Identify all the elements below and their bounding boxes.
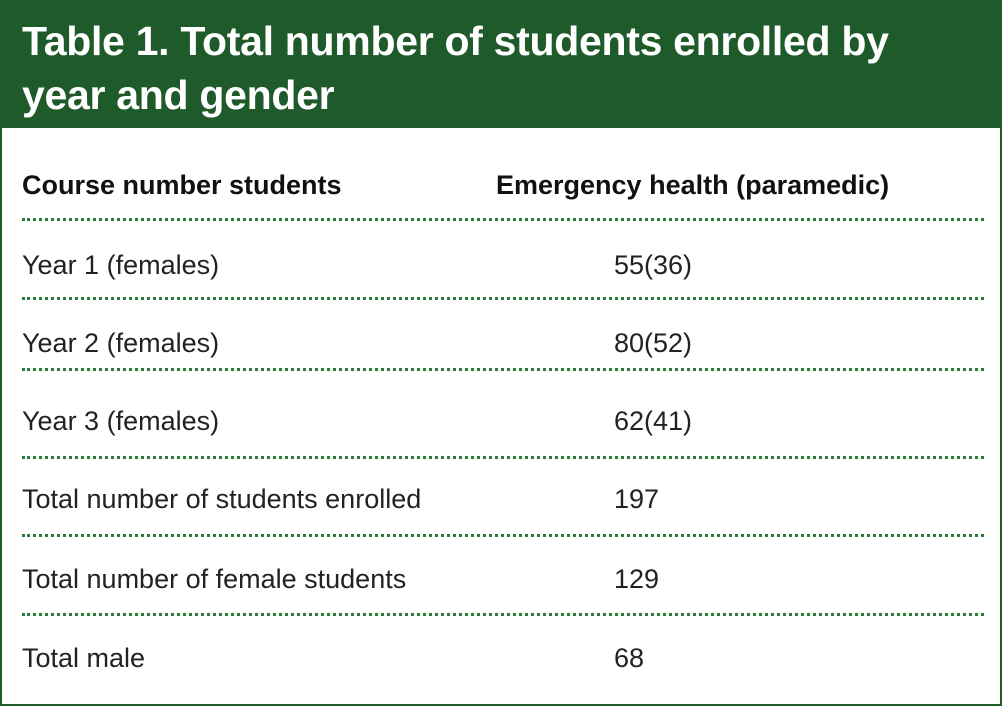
row-label: Year 1 (females) bbox=[22, 250, 220, 280]
table-row: Year 3 (females) 62(41) bbox=[2, 396, 1000, 446]
row-value: 129 bbox=[614, 564, 660, 594]
row-value: 80(52) bbox=[614, 328, 693, 358]
row-divider bbox=[22, 534, 984, 537]
row-divider bbox=[22, 218, 984, 221]
row-divider bbox=[22, 368, 984, 371]
table-row: Total male 68 bbox=[2, 633, 1000, 683]
row-label: Year 2 (females) bbox=[22, 328, 220, 358]
row-divider bbox=[22, 297, 984, 300]
table-title: Table 1. Total number of students enroll… bbox=[22, 18, 889, 118]
row-label: Total number of female students bbox=[22, 564, 407, 594]
table-row: Total number of students enrolled 197 bbox=[2, 474, 1000, 524]
table-row: Year 2 (females) 80(52) bbox=[2, 318, 1000, 368]
row-value: 197 bbox=[614, 484, 660, 514]
column-header-course: Course number students bbox=[22, 170, 342, 200]
table-row: Total number of female students 129 bbox=[2, 554, 1000, 604]
row-label: Total male bbox=[22, 643, 146, 673]
row-value: 55(36) bbox=[614, 250, 693, 280]
table-header-row: Course number students Emergency health … bbox=[2, 160, 1000, 210]
title-bar: Table 1. Total number of students enroll… bbox=[2, 2, 1000, 128]
table-row: Year 1 (females) 55(36) bbox=[2, 240, 1000, 290]
column-header-emergency-health: Emergency health (paramedic) bbox=[496, 170, 890, 200]
row-value: 62(41) bbox=[614, 406, 693, 436]
row-label: Year 3 (females) bbox=[22, 406, 220, 436]
row-label: Total number of students enrolled bbox=[22, 484, 422, 514]
row-divider bbox=[22, 456, 984, 459]
row-divider bbox=[22, 613, 984, 616]
row-value: 68 bbox=[614, 643, 645, 673]
